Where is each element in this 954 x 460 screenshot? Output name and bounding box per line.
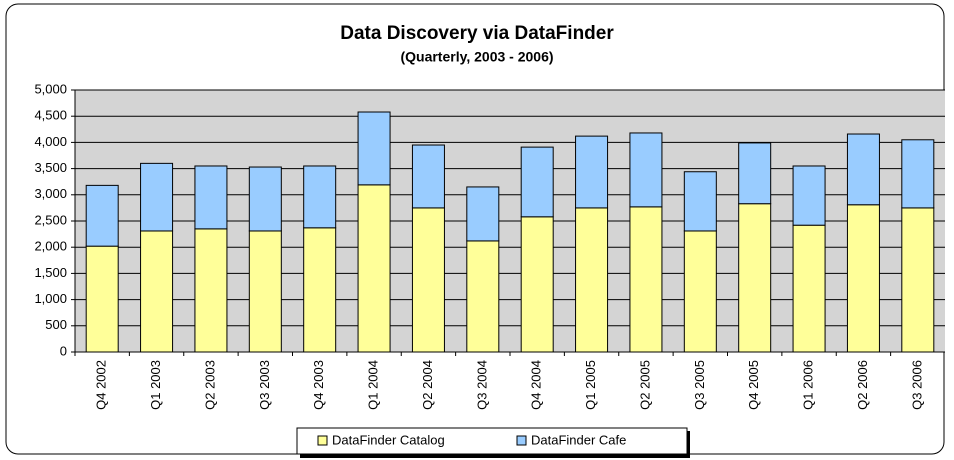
bar-segment (629, 132, 663, 208)
chart-title: Data Discovery via DataFinder (340, 23, 614, 44)
bar-segment (85, 184, 119, 247)
x-tick-label: Q1 2006 (801, 360, 816, 410)
bar-segment (194, 228, 228, 353)
bar-segment (901, 207, 935, 353)
bar-segment (357, 111, 391, 186)
y-tick-label: 4,000 (34, 134, 67, 149)
bar-segment (303, 227, 337, 353)
x-tick-label: Q4 2002 (94, 360, 109, 410)
legend-swatch (317, 435, 328, 446)
legend (296, 427, 688, 455)
bar-segment (846, 133, 880, 206)
x-tick-label: Q3 2004 (474, 360, 489, 410)
y-tick-label: 5,000 (34, 81, 67, 96)
legend-label: DataFinder Cafe (531, 432, 626, 447)
bar-segment (846, 204, 880, 353)
y-tick-label: 0 (60, 343, 67, 358)
bar-segment (140, 230, 174, 353)
x-tick-label: Q4 2003 (311, 360, 326, 410)
x-tick-label: Q3 2006 (909, 360, 924, 410)
x-tick-label: Q1 2005 (583, 360, 598, 410)
legend-swatch (516, 435, 527, 446)
bar-segment (411, 207, 445, 353)
bar-segment (357, 184, 391, 353)
x-tick-label: Q2 2006 (855, 360, 870, 410)
y-tick-label: 1,000 (34, 291, 67, 306)
bar-segment (575, 207, 609, 353)
bar-segment (140, 162, 174, 232)
bar-segment (520, 216, 554, 353)
bar-segment (466, 186, 500, 242)
y-tick-label: 2,500 (34, 212, 67, 227)
y-tick-label: 3,000 (34, 186, 67, 201)
y-tick-label: 3,500 (34, 160, 67, 175)
x-tick-label: Q1 2004 (366, 360, 381, 410)
bar-segment (738, 203, 772, 353)
chart-subtitle: (Quarterly, 2003 - 2006) (400, 49, 553, 65)
x-tick-label: Q2 2005 (637, 360, 652, 410)
bar-segment (792, 165, 826, 226)
bar-segment (792, 224, 826, 353)
x-tick-label: Q4 2004 (529, 360, 544, 410)
bar-segment (85, 245, 119, 353)
y-tick-label: 500 (45, 317, 67, 332)
bar-segment (683, 171, 717, 232)
y-tick-label: 2,000 (34, 239, 67, 254)
bar-segment (520, 146, 554, 218)
x-tick-label: Q1 2003 (148, 360, 163, 410)
y-tick-label: 4,500 (34, 108, 67, 123)
bar-segment (575, 135, 609, 209)
y-tick-label: 1,500 (34, 265, 67, 280)
bar-segment (194, 165, 228, 230)
x-tick-label: Q3 2003 (257, 360, 272, 410)
x-tick-label: Q3 2005 (692, 360, 707, 410)
bar-segment (683, 230, 717, 353)
bar-segment (629, 206, 663, 353)
bar-segment (466, 240, 500, 353)
legend-label: DataFinder Catalog (332, 432, 445, 447)
bar-segment (248, 230, 282, 353)
x-tick-label: Q4 2005 (746, 360, 761, 410)
bar-segment (901, 139, 935, 209)
bar-segment (303, 165, 337, 229)
x-tick-label: Q2 2003 (202, 360, 217, 410)
x-tick-label: Q2 2004 (420, 360, 435, 410)
bar-segment (411, 144, 445, 209)
bar-segment (738, 142, 772, 205)
bar-segment (248, 166, 282, 232)
